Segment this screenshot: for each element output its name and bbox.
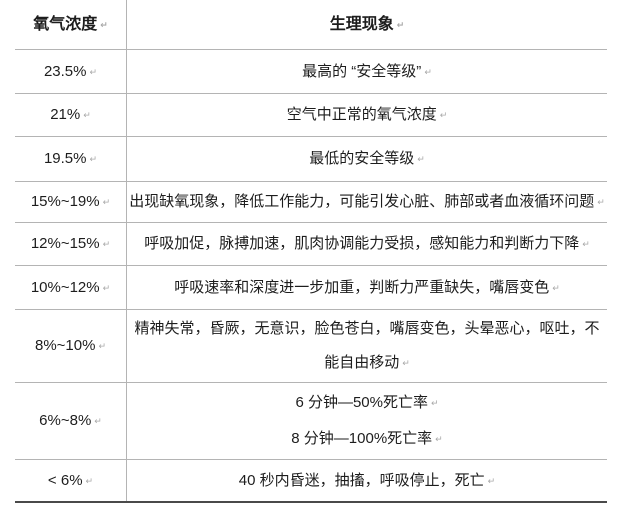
cell-text: 出现缺氧现象，降低工作能力，可能引发心脏、肺部或者血液循环问题 (129, 193, 595, 210)
cell-paragraph: 23.5% ↵ (44, 55, 97, 89)
concentration-cell: 6%~8% ↵ (15, 383, 127, 459)
cell-text: 呼吸速率和深度进一步加重，判断力严重缺失，嘴唇变色 (174, 278, 550, 296)
concentration-cell: 23.5% ↵ (15, 50, 127, 93)
paragraph-return-mark: ↵ (435, 434, 443, 444)
cell-text: 12%~15% (30, 235, 100, 252)
table-row: 10%~12% ↵ 呼吸速率和深度进一步加重，判断力严重缺失，嘴唇变色 ↵ (15, 266, 607, 310)
paragraph-return-mark: ↵ (417, 154, 425, 164)
cell-paragraph: 15%~19% ↵ (31, 185, 110, 219)
paragraph-return-mark: ↵ (439, 110, 448, 120)
cell-paragraph: 6%~8% ↵ (39, 404, 102, 438)
cell-text: 40 秒内昏迷，抽搐，呼吸停止，死亡 (238, 471, 485, 489)
cell-text: 呼吸加促，脉搏加速，肌肉协调能力受损，感知能力和判断力下降 (144, 235, 580, 252)
phenomena-cell: 呼吸速率和深度进一步加重，判断力严重缺失，嘴唇变色 ↵ (127, 266, 607, 309)
concentration-cell: 10%~12% ↵ (15, 266, 127, 309)
concentration-cell: 19.5% ↵ (15, 137, 127, 181)
cell-text: 6 分钟—50%死亡率 (295, 394, 428, 411)
cell-paragraph: 最低的安全等级 ↵ (309, 142, 425, 176)
phenomena-cell: 出现缺氧现象，降低工作能力，可能引发心脏、肺部或者血液循环问题 ↵ (127, 182, 607, 222)
paragraph-return-mark: ↵ (94, 416, 102, 426)
paragraph-return-mark: ↵ (102, 282, 111, 293)
paragraph-return-mark: ↵ (83, 110, 91, 120)
phenomena-cell: 6 分钟—50%死亡率 ↵ 8 分钟—100%死亡率 ↵ (127, 383, 607, 459)
cell-text: 最高的 “安全等级” (302, 62, 422, 80)
cell-paragraph: 空气中正常的氧气浓度 ↵ (287, 98, 448, 132)
cell-paragraph: 精神失常，昏厥，无意识，脸色苍白，嘴唇变色，头晕恶心，呕吐，不能自由移动 ↵ (129, 312, 605, 380)
cell-text: 10%~12% (30, 278, 100, 296)
table-row: < 6% ↵ 40 秒内昏迷，抽搐，呼吸停止，死亡 ↵ (15, 460, 607, 503)
paragraph-return-mark: ↵ (89, 154, 98, 164)
cell-text: 21% (50, 106, 81, 123)
paragraph-return-mark: ↵ (102, 239, 111, 249)
table-row: 15%~19% ↵ 出现缺氧现象，降低工作能力，可能引发心脏、肺部或者血液循环问题… (15, 182, 607, 223)
paragraph-return-mark: ↵ (89, 66, 98, 77)
cell-paragraph: 最高的 “安全等级” ↵ (302, 55, 432, 89)
phenomena-cell: 最高的 “安全等级” ↵ (127, 50, 607, 93)
cell-text: 15%~19% (30, 193, 100, 210)
concentration-cell: 12%~15% ↵ (15, 223, 127, 265)
paragraph-return-mark: ↵ (102, 197, 111, 207)
cell-paragraph: 8%~10% ↵ (35, 329, 106, 363)
cell-text: 最低的安全等级 (309, 150, 415, 167)
phenomena-cell: 最低的安全等级 ↵ (127, 137, 607, 181)
table-row: 19.5% ↵ 最低的安全等级 ↵ (15, 137, 607, 182)
concentration-cell: 21% ↵ (15, 94, 127, 136)
oxygen-concentration-table: 氧气浓度 ↵ 生理现象 ↵ 23.5% ↵ 最高的 “安全等级” ↵ 21% ↵ 空气中正… (15, 0, 607, 503)
concentration-cell: < 6% ↵ (15, 460, 127, 501)
paragraph-return-mark: ↵ (431, 398, 439, 408)
table-row: 8%~10% ↵ 精神失常，昏厥，无意识，脸色苍白，嘴唇变色，头晕恶心，呕吐，不能… (15, 310, 607, 383)
table-row: 21% ↵ 空气中正常的氧气浓度 ↵ (15, 94, 607, 137)
cell-text: 空气中正常的氧气浓度 (286, 106, 437, 123)
table-row: 23.5% ↵ 最高的 “安全等级” ↵ (15, 50, 607, 94)
cell-paragraph: 出现缺氧现象，降低工作能力，可能引发心脏、肺部或者血液循环问题 ↵ (129, 185, 605, 219)
cell-paragraph: 8 分钟—100%死亡率 ↵ (291, 422, 442, 456)
cell-text: < 6% (47, 471, 83, 489)
cell-paragraph: < 6% ↵ (48, 464, 93, 498)
paragraph-return-mark: ↵ (582, 239, 590, 249)
cell-text: 23.5% (43, 62, 87, 80)
cell-paragraph: 呼吸速率和深度进一步加重，判断力严重缺失，嘴唇变色 ↵ (174, 271, 560, 305)
phenomena-cell: 精神失常，昏厥，无意识，脸色苍白，嘴唇变色，头晕恶心，呕吐，不能自由移动 ↵ (127, 310, 607, 382)
concentration-cell: 15%~19% ↵ (15, 182, 127, 222)
paragraph-return-mark: ↵ (100, 19, 108, 30)
cell-paragraph: 呼吸加促，脉搏加速，肌肉协调能力受损，感知能力和判断力下降 ↵ (144, 227, 590, 261)
paragraph-return-mark: ↵ (424, 66, 432, 77)
cell-paragraph: 6 分钟—50%死亡率 ↵ (295, 386, 438, 420)
concentration-cell: 8%~10% ↵ (15, 310, 127, 382)
phenomena-cell: 呼吸加促，脉搏加速，肌肉协调能力受损，感知能力和判断力下降 ↵ (127, 223, 607, 265)
paragraph-return-mark: ↵ (402, 358, 410, 368)
cell-text: 精神失常，昏厥，无意识，脸色苍白，嘴唇变色，头晕恶心，呕吐，不能自由移动 (134, 320, 600, 371)
phenomena-cell: 空气中正常的氧气浓度 ↵ (127, 94, 607, 136)
cell-paragraph: 10%~12% ↵ (31, 271, 110, 305)
paragraph-return-mark: ↵ (85, 475, 94, 486)
cell-paragraph: 21% ↵ (50, 98, 91, 132)
paragraph-return-mark: ↵ (487, 475, 496, 486)
header-text: 氧气浓度 (33, 15, 98, 33)
header-cell-phenomena: 生理现象 ↵ (127, 0, 607, 49)
paragraph-return-mark: ↵ (396, 19, 405, 30)
paragraph-return-mark: ↵ (552, 282, 560, 293)
cell-paragraph: 19.5% ↵ (44, 142, 97, 176)
paragraph-return-mark: ↵ (597, 197, 605, 207)
header-text: 生理现象 (329, 15, 394, 33)
cell-text: 19.5% (43, 150, 87, 167)
cell-paragraph: 12%~15% ↵ (31, 227, 110, 261)
phenomena-cell: 40 秒内昏迷，抽搐，呼吸停止，死亡 ↵ (127, 460, 607, 501)
cell-text: 8%~10% (34, 337, 96, 354)
paragraph-return-mark: ↵ (98, 341, 106, 351)
header-label-phenomena: 生理现象 ↵ (330, 8, 405, 42)
cell-paragraph: 40 秒内昏迷，抽搐，呼吸停止，死亡 ↵ (239, 464, 495, 498)
cell-text: 8 分钟—100%死亡率 (291, 430, 433, 447)
cell-text: 6%~8% (39, 412, 92, 429)
table-row: 6%~8% ↵ 6 分钟—50%死亡率 ↵ 8 分钟—100%死亡率 ↵ (15, 383, 607, 460)
table-row: 12%~15% ↵ 呼吸加促，脉搏加速，肌肉协调能力受损，感知能力和判断力下降 ↵ (15, 223, 607, 266)
header-cell-concentration: 氧气浓度 ↵ (15, 0, 127, 49)
header-label-concentration: 氧气浓度 ↵ (33, 8, 108, 42)
table-header-row: 氧气浓度 ↵ 生理现象 ↵ (15, 0, 607, 50)
